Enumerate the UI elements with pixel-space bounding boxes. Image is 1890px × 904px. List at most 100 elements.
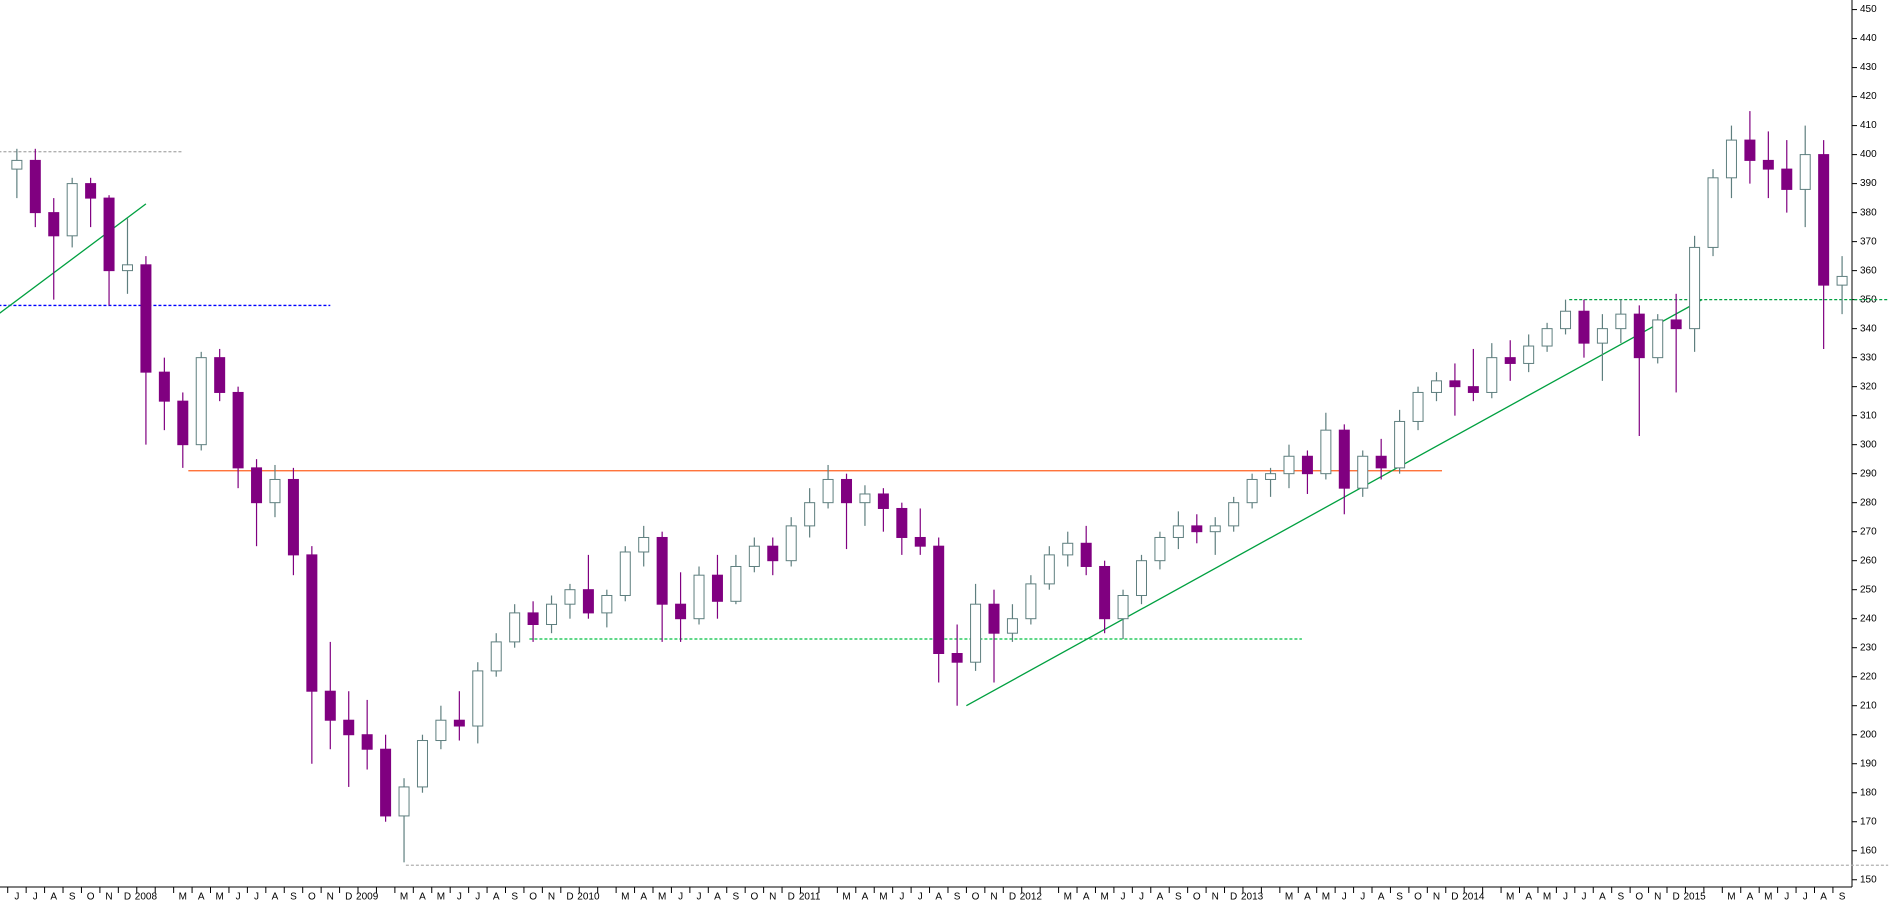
x-tick-label: S [1396, 892, 1403, 903]
x-tick-label: O [1414, 892, 1422, 903]
x-tick-label: D [566, 892, 573, 903]
candle-body [1689, 246, 1701, 330]
x-tick-label: J [236, 892, 241, 903]
x-tick-label: N [105, 892, 112, 903]
x-tick-label: M [1764, 892, 1772, 903]
x-tick-label: M [1506, 892, 1514, 903]
x-tick-label: M [1100, 892, 1108, 903]
x-tick-label: N [990, 892, 997, 903]
x-tick-label: D [1673, 892, 1680, 903]
x-tick-label: M [215, 892, 223, 903]
candle-body [1412, 391, 1424, 422]
candle-body [730, 565, 742, 602]
x-tick-label: M [1064, 892, 1072, 903]
y-tick-label: 290 [1860, 468, 1877, 479]
candle-body [1633, 313, 1645, 359]
candle-body [675, 603, 687, 620]
candle-body [1025, 583, 1037, 620]
y-tick-label: 270 [1860, 526, 1877, 537]
y-tick-label: 260 [1860, 555, 1877, 566]
x-tick-label: J [678, 892, 683, 903]
x-tick-label: J [1121, 892, 1126, 903]
y-tick-label: 330 [1860, 352, 1877, 363]
x-tick-label: S [954, 892, 961, 903]
candle-body [656, 536, 668, 605]
candle-body [1652, 319, 1664, 359]
candle-body [601, 594, 613, 614]
candle-body [214, 357, 226, 393]
candle-body [1670, 319, 1682, 330]
x-tick-label: 2011 [799, 892, 821, 903]
candle-body [638, 536, 650, 553]
candle-body [1818, 154, 1830, 286]
x-tick-label: 2009 [356, 892, 379, 903]
candle-body [1707, 177, 1719, 248]
y-tick-label: 200 [1860, 729, 1877, 740]
x-tick-label: S [1618, 892, 1625, 903]
x-tick-label: J [475, 892, 480, 903]
x-tick-label: M [658, 892, 666, 903]
candle-body [85, 183, 97, 199]
candle-body [140, 264, 152, 373]
x-tick-label: 2014 [1462, 892, 1485, 903]
candle-body [619, 551, 631, 596]
candle-body [1430, 380, 1442, 393]
x-tick-label: A [1083, 892, 1090, 903]
candle-body [841, 478, 853, 504]
candle-body [435, 719, 447, 742]
candle-body [269, 478, 281, 504]
candle-body [361, 734, 373, 750]
candle-body [970, 603, 982, 663]
candle-body [1283, 455, 1295, 475]
candle-body [877, 493, 889, 509]
x-tick-label: J [1803, 892, 1808, 903]
candle-body [380, 748, 392, 817]
x-tick-label: A [1378, 892, 1385, 903]
x-tick-label: A [198, 892, 205, 903]
x-tick-label: J [1784, 892, 1789, 903]
candle-body [1301, 455, 1313, 475]
x-tick-label: D [788, 892, 795, 903]
candle-body [11, 159, 23, 170]
x-tick-label: A [714, 892, 721, 903]
candle-body [1504, 357, 1516, 364]
x-tick-label: N [327, 892, 334, 903]
x-tick-label: A [1599, 892, 1606, 903]
y-tick-label: 160 [1860, 845, 1877, 856]
y-tick-label: 210 [1860, 700, 1877, 711]
candle-body [693, 574, 705, 620]
y-tick-label: 230 [1860, 642, 1877, 653]
candle-body [582, 589, 594, 614]
candle-body [1246, 478, 1258, 504]
candle-body [1523, 345, 1535, 364]
candle-body [1744, 139, 1756, 161]
candle-body [1467, 386, 1479, 393]
candle-body [121, 264, 133, 272]
x-tick-label: D [345, 892, 352, 903]
candle-body [914, 536, 926, 547]
y-tick-label: 320 [1860, 381, 1877, 392]
x-tick-label: M [400, 892, 408, 903]
x-tick-label: A [1157, 892, 1164, 903]
candle-body [1615, 313, 1627, 330]
candle-body [564, 589, 576, 605]
x-tick-label: D [124, 892, 131, 903]
y-tick-label: 280 [1860, 497, 1877, 508]
candle-body [251, 467, 263, 504]
x-tick-label: A [1747, 892, 1754, 903]
x-tick-label: M [621, 892, 629, 903]
x-tick-label: A [50, 892, 57, 903]
candle-body [1228, 502, 1240, 527]
candle-body [767, 545, 779, 562]
y-tick-label: 300 [1860, 439, 1877, 450]
annotation-line [966, 299, 1703, 707]
candle-body [1449, 380, 1461, 388]
x-tick-label: M [1543, 892, 1551, 903]
candle-body [398, 786, 410, 817]
x-tick-label: J [14, 892, 19, 903]
x-tick-label: D [1009, 892, 1016, 903]
candle-body [1099, 565, 1111, 620]
x-tick-label: J [457, 892, 462, 903]
candle-body [711, 574, 723, 602]
